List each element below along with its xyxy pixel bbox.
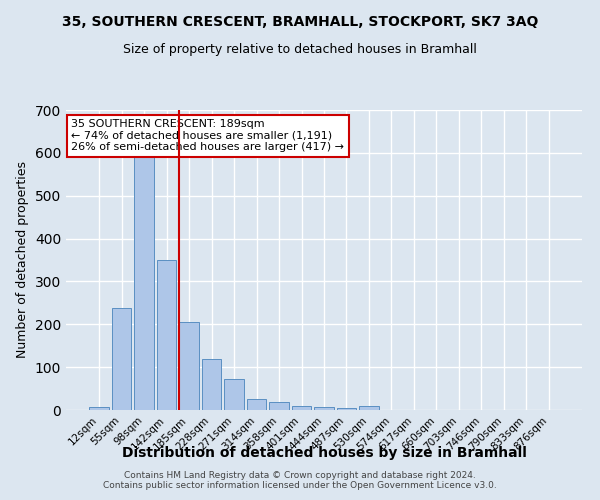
Text: 35, SOUTHERN CRESCENT, BRAMHALL, STOCKPORT, SK7 3AQ: 35, SOUTHERN CRESCENT, BRAMHALL, STOCKPO… <box>62 15 538 29</box>
Bar <box>292 406 311 410</box>
Bar <box>269 402 289 410</box>
Bar <box>337 408 356 410</box>
Bar <box>359 406 379 410</box>
Text: Size of property relative to detached houses in Bramhall: Size of property relative to detached ho… <box>123 42 477 56</box>
Bar <box>202 360 221 410</box>
Bar <box>179 322 199 410</box>
Text: Contains HM Land Registry data © Crown copyright and database right 2024.
Contai: Contains HM Land Registry data © Crown c… <box>103 470 497 490</box>
Bar <box>157 260 176 410</box>
Bar <box>224 379 244 410</box>
Text: 35 SOUTHERN CRESCENT: 189sqm
← 74% of detached houses are smaller (1,191)
26% of: 35 SOUTHERN CRESCENT: 189sqm ← 74% of de… <box>71 119 344 152</box>
Text: Distribution of detached houses by size in Bramhall: Distribution of detached houses by size … <box>122 446 526 460</box>
Bar <box>134 137 154 410</box>
Bar <box>314 408 334 410</box>
Y-axis label: Number of detached properties: Number of detached properties <box>16 162 29 358</box>
Bar <box>247 400 266 410</box>
Bar <box>112 308 131 410</box>
Bar <box>89 407 109 410</box>
